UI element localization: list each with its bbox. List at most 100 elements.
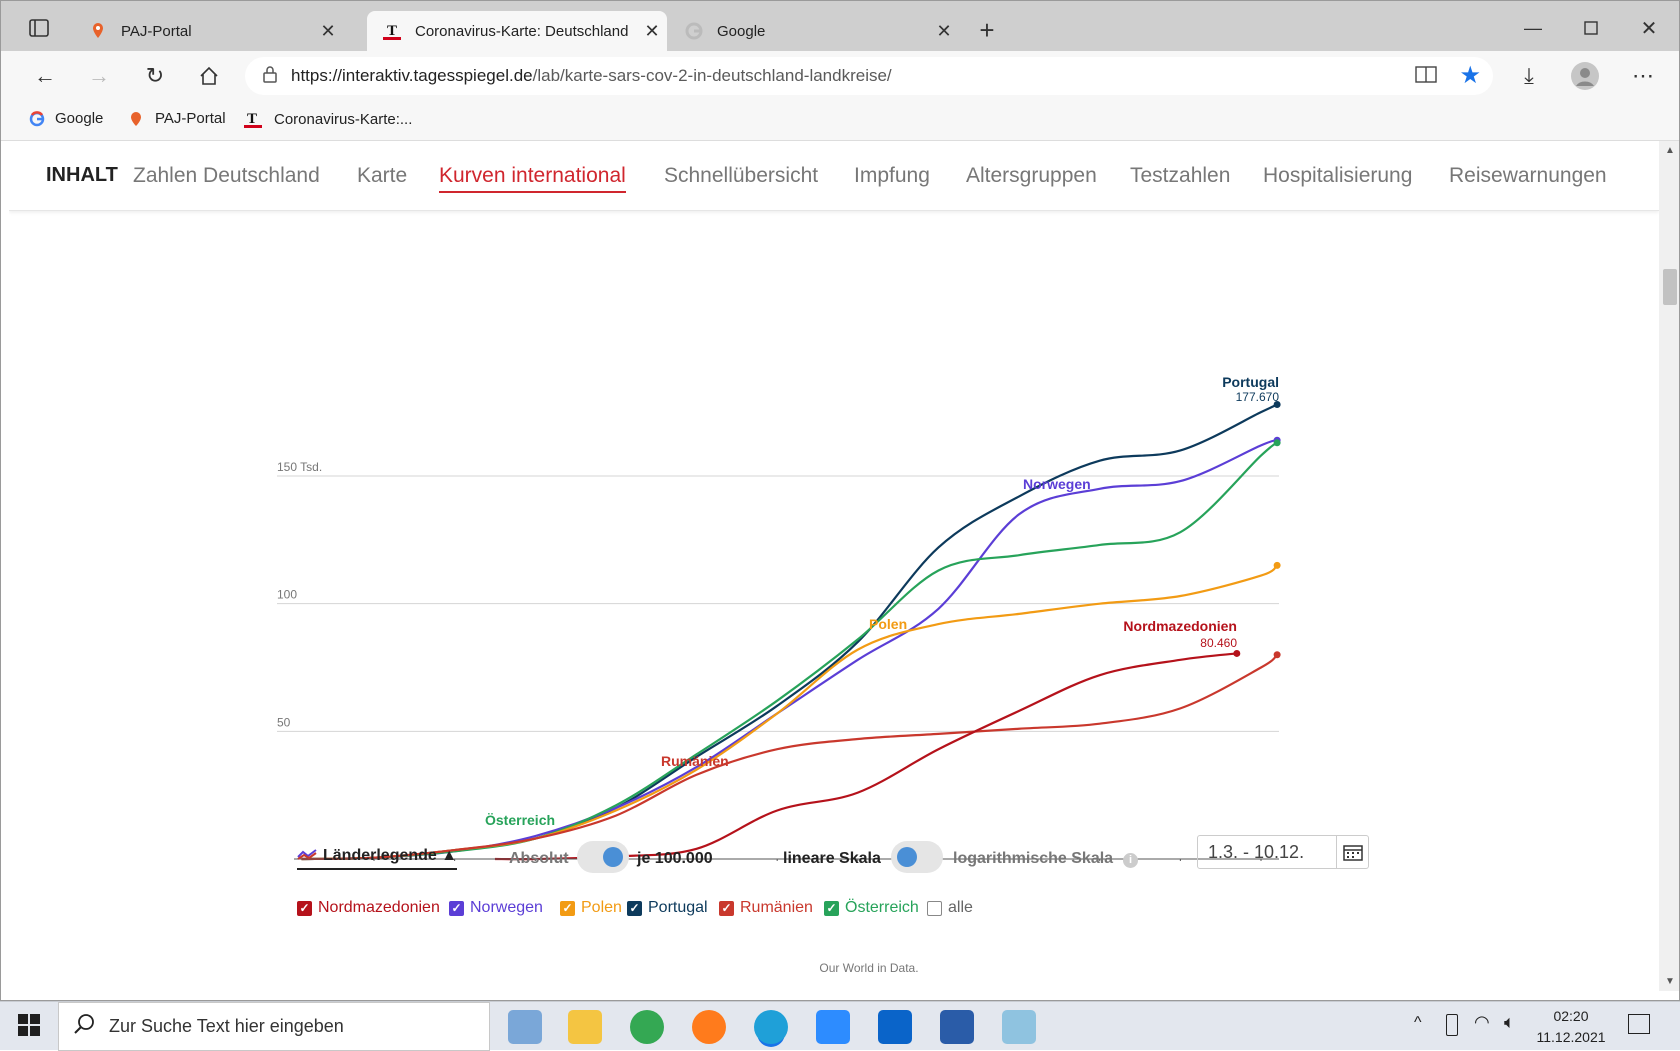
caret-up-icon: ▲ xyxy=(441,847,458,865)
country-legend-toggle[interactable]: Länderlegende ▲ xyxy=(297,847,458,871)
toggle-knob xyxy=(603,847,623,867)
tagesspiegel-icon: T xyxy=(383,22,401,40)
series-line-norwegen xyxy=(301,439,1278,861)
new-tab-button[interactable]: + xyxy=(969,13,1005,47)
downloads-button[interactable]: ⤓ xyxy=(1511,59,1547,93)
bookmark-coronavirus[interactable]: T Coronavirus-Karte:... xyxy=(244,110,412,128)
notes-app-icon[interactable] xyxy=(1002,1010,1036,1044)
nav-item-impfung[interactable]: Impfung xyxy=(854,164,930,187)
forward-button[interactable]: → xyxy=(81,59,117,93)
close-tab-icon[interactable]: ✕ xyxy=(320,20,336,41)
home-button[interactable] xyxy=(191,59,227,93)
google-icon xyxy=(685,22,703,40)
series-label: Rumänien xyxy=(661,753,729,769)
mail-icon[interactable] xyxy=(878,1010,912,1044)
checkbox-label: Norwegen xyxy=(470,899,543,916)
bookmark-label: Coronavirus-Karte:... xyxy=(274,110,413,128)
edge-icon[interactable] xyxy=(754,1010,788,1044)
minimize-button[interactable]: — xyxy=(1515,11,1551,45)
browser-window: PAJ-Portal ✕ T Coronavirus-Karte: Deutsc… xyxy=(0,0,1680,1001)
series-line-rumnien xyxy=(301,653,1278,861)
series-value-label: 80.460 xyxy=(1200,636,1237,650)
nav-item-kurven-international[interactable]: Kurven international xyxy=(439,164,626,193)
maximize-button[interactable] xyxy=(1573,11,1609,45)
close-tab-icon[interactable]: ✕ xyxy=(644,20,660,41)
tab-actions-button[interactable] xyxy=(21,11,57,45)
country-checkbox[interactable]: ✓ Norwegen xyxy=(449,899,543,917)
date-range-value: 1.3. - 10.12. xyxy=(1208,841,1305,862)
file-explorer-icon[interactable] xyxy=(568,1010,602,1044)
task-view-app-icon[interactable] xyxy=(508,1010,542,1044)
vertical-scrollbar[interactable]: ▲ ▼ xyxy=(1659,141,1679,991)
absolute-per100k-toggle[interactable] xyxy=(577,841,629,873)
checkbox-checked-icon[interactable]: ✓ xyxy=(824,900,839,916)
scroll-down-icon[interactable]: ▼ xyxy=(1665,976,1675,987)
favorite-star-icon[interactable]: ★ xyxy=(1459,62,1481,89)
reload-button[interactable]: ↻ xyxy=(137,59,173,93)
firefox-icon[interactable] xyxy=(692,1010,726,1044)
notifications-icon[interactable] xyxy=(1628,1014,1650,1034)
calendar-icon[interactable] xyxy=(1336,836,1368,868)
tab-title: Google xyxy=(717,22,766,40)
photos-icon[interactable] xyxy=(940,1010,974,1044)
checkbox-checked-icon[interactable]: ✓ xyxy=(449,900,464,916)
scrollbar-thumb[interactable] xyxy=(1663,269,1677,305)
checkbox-empty-icon[interactable] xyxy=(927,900,942,916)
nav-item-zahlen-deutschland[interactable]: Zahlen Deutschland xyxy=(133,164,320,187)
nav-item-reisewarnungen[interactable]: Reisewarnungen xyxy=(1449,164,1607,187)
back-button[interactable]: ← xyxy=(27,59,63,93)
chrome-icon[interactable] xyxy=(630,1010,664,1044)
scroll-up-icon[interactable]: ▲ xyxy=(1665,145,1675,156)
tab-coronavirus-karte[interactable]: T Coronavirus-Karte: Deutschland ✕ xyxy=(367,11,667,51)
zoom-icon[interactable] xyxy=(816,1010,850,1044)
country-checkbox[interactable]: ✓ Österreich xyxy=(824,899,919,917)
bookmark-paj-portal[interactable]: PAJ-Portal xyxy=(129,110,226,127)
absolute-label: Absolut xyxy=(509,850,569,867)
chevron-up-icon[interactable]: ^ xyxy=(1414,1014,1422,1031)
country-checkbox[interactable]: ✓ Portugal xyxy=(627,899,708,917)
speaker-icon[interactable]: 🔈︎ xyxy=(1504,1012,1515,1032)
country-checkbox[interactable]: ✓ Polen xyxy=(560,899,622,917)
close-tab-icon[interactable]: ✕ xyxy=(936,20,952,41)
date-range-picker[interactable]: 1.3. - 10.12. xyxy=(1197,835,1369,869)
clock[interactable]: 02:20 11.12.2021 xyxy=(1536,1006,1606,1048)
lock-icon xyxy=(263,65,277,88)
country-checkbox[interactable]: ✓ Nordmazedonien xyxy=(297,899,440,917)
country-checkbox[interactable]: ✓ Rumänien xyxy=(719,899,813,917)
nav-item-altersgruppen[interactable]: Altersgruppen xyxy=(966,164,1097,187)
series-end-point-nordmazedonien xyxy=(1233,649,1241,657)
arrow-left-icon: ← xyxy=(34,63,56,88)
menu-button[interactable]: ⋯ xyxy=(1625,59,1661,93)
battery-icon[interactable] xyxy=(1446,1014,1458,1036)
tab-paj-portal[interactable]: PAJ-Portal ✕ xyxy=(73,11,343,51)
country-checkbox[interactable]: alle xyxy=(927,899,973,917)
nav-item-schnelluebersicht[interactable]: Schnellübersicht xyxy=(664,164,819,187)
close-window-button[interactable]: ✕ xyxy=(1631,11,1667,45)
toggle-knob xyxy=(897,847,917,867)
series-line-nordmazedonien xyxy=(494,652,1237,861)
checkbox-checked-icon[interactable]: ✓ xyxy=(627,900,642,916)
info-icon[interactable]: i xyxy=(1123,853,1138,868)
tab-title: PAJ-Portal xyxy=(121,22,192,40)
nav-item-karte[interactable]: Karte xyxy=(357,164,408,187)
url-path: /lab/karte-sars-cov-2-in-deutschland-lan… xyxy=(532,66,892,85)
linear-log-toggle[interactable] xyxy=(891,841,943,873)
more-icon: ⋯ xyxy=(1632,63,1654,88)
nav-item-hospitalisierung[interactable]: Hospitalisierung xyxy=(1263,164,1413,187)
profile-button[interactable] xyxy=(1567,59,1603,93)
series-label: Portugal xyxy=(1222,374,1279,390)
tab-google[interactable]: Google ✕ xyxy=(669,11,959,51)
bookmark-google[interactable]: Google xyxy=(29,110,103,127)
tagesspiegel-icon: T xyxy=(244,111,262,128)
series-end-point-rumnien xyxy=(1273,651,1281,659)
reader-view-icon[interactable] xyxy=(1415,65,1437,90)
checkbox-checked-icon[interactable]: ✓ xyxy=(560,900,575,916)
checkbox-checked-icon[interactable]: ✓ xyxy=(297,900,312,916)
nav-item-testzahlen[interactable]: Testzahlen xyxy=(1130,164,1231,187)
taskbar-search-box[interactable]: Zur Suche Text hier eingeben xyxy=(58,1002,490,1051)
checkbox-checked-icon[interactable]: ✓ xyxy=(719,900,734,916)
windows-start-button[interactable] xyxy=(18,1014,40,1041)
wifi-icon[interactable]: ◠ xyxy=(1474,1012,1490,1032)
address-bar[interactable]: https://interaktiv.tagesspiegel.de/lab/k… xyxy=(245,57,1493,95)
